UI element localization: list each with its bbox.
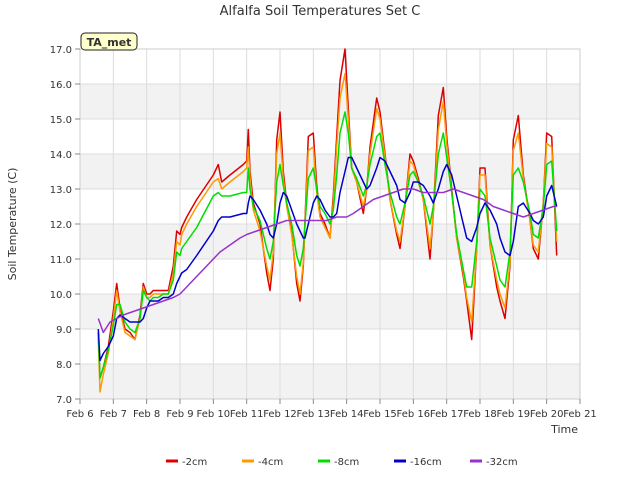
y-tick-label: 14.0	[50, 150, 72, 161]
y-tick-label: 10.0	[50, 290, 72, 301]
x-tick-label: Feb 12	[263, 409, 297, 420]
x-tick-label: Feb 14	[330, 409, 364, 420]
legend-label: -4cm	[258, 457, 283, 468]
y-tick-label: 15.0	[50, 115, 72, 126]
x-tick-label: Feb 7	[100, 409, 127, 420]
plot-band	[80, 84, 580, 119]
x-tick-label: Feb 15	[363, 409, 397, 420]
series-lines	[97, 48, 558, 393]
series-line-32cm	[97, 188, 557, 334]
x-tick-label: Feb 17	[430, 409, 464, 420]
plot-band	[80, 364, 580, 399]
plot-band	[80, 119, 580, 154]
y-tick-label: 9.0	[56, 325, 72, 336]
annotation-box-bg	[80, 32, 138, 51]
y-tick-label: 16.0	[50, 80, 72, 91]
plot-bands	[80, 49, 580, 399]
y-tick-label: 13.0	[50, 185, 72, 196]
plot-band	[80, 294, 580, 329]
x-tick-label: Feb 18	[463, 409, 497, 420]
legend: -2cm -4cm -8cm -16cm -32cm	[166, 457, 518, 468]
y-tick-label: 17.0	[50, 45, 72, 56]
legend-label: -16cm	[410, 457, 442, 468]
legend-label: -2cm	[182, 457, 207, 468]
plot-band	[80, 189, 580, 224]
x-axis-label: Time	[550, 423, 578, 436]
y-axis-ticks: 7.0 8.0 9.0 10.0 11.0 12.0 13.0 14.0 15.0 16.0 17.…	[50, 45, 80, 406]
x-tick-label: Feb 21	[563, 409, 597, 420]
annotation-box: TA_met	[80, 32, 138, 51]
y-tick-label: 7.0	[56, 395, 72, 406]
x-tick-label: Feb 11	[230, 409, 264, 420]
annotation-label: TA_met	[87, 36, 132, 49]
x-tick-label: Feb 9	[166, 409, 193, 420]
y-axis-label: Soil Temperature (C)	[6, 168, 19, 281]
plot-band	[80, 154, 580, 189]
y-tick-label: 8.0	[56, 360, 72, 371]
legend-label: -32cm	[486, 457, 518, 468]
x-tick-label: Feb 19	[497, 409, 531, 420]
legend-label: -8cm	[334, 457, 359, 468]
chart-title: Alfalfa Soil Temperatures Set C	[220, 4, 421, 19]
y-tick-label: 11.0	[50, 255, 72, 266]
x-tick-label: Feb 6	[66, 409, 93, 420]
x-tick-label: Feb 8	[133, 409, 160, 420]
y-tick-label: 12.0	[50, 220, 72, 231]
x-tick-label: Feb 13	[297, 409, 331, 420]
x-tick-label: Feb 16	[397, 409, 431, 420]
plot-band	[80, 329, 580, 364]
series-line-16cm	[97, 156, 558, 362]
x-axis-ticks: Feb 6 Feb 7 Feb 8 Feb 9 Feb 10 Feb 11 Feb 12 Fe…	[66, 399, 597, 420]
x-tick-label: Feb 20	[530, 409, 564, 420]
plot-band	[80, 49, 580, 84]
plot-band	[80, 259, 580, 294]
x-tick-label: Feb 10	[197, 409, 231, 420]
